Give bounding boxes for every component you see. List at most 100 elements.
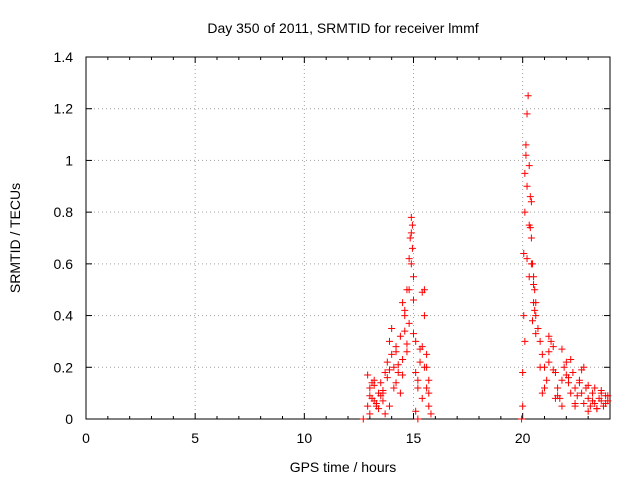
data-point (420, 312, 428, 320)
data-point (364, 371, 372, 379)
data-point (368, 379, 376, 387)
y-axis-label: SRMTID / TECUs (7, 183, 23, 293)
x-tick-label: 5 (191, 430, 199, 446)
data-point (536, 337, 544, 345)
data-point (558, 402, 566, 410)
data-point (418, 394, 426, 402)
data-point (604, 392, 612, 400)
data-point (536, 363, 544, 371)
data-point (519, 368, 527, 376)
data-point (565, 374, 573, 382)
data-point (427, 410, 435, 418)
data-point (545, 348, 553, 356)
data-point (571, 384, 579, 392)
data-point (522, 151, 530, 159)
data-point (584, 407, 592, 415)
y-tick-label: 0.8 (54, 204, 74, 220)
data-point (403, 348, 411, 356)
x-tick-label: 10 (297, 430, 313, 446)
data-point (405, 286, 413, 294)
data-point (392, 348, 400, 356)
data-point (370, 397, 378, 405)
data-point (396, 332, 404, 340)
data-point (408, 221, 416, 229)
data-point (416, 345, 424, 353)
data-point (420, 286, 428, 294)
x-tick-label: 15 (406, 430, 422, 446)
data-point (525, 273, 533, 281)
data-point (524, 92, 532, 100)
data-point (538, 350, 546, 358)
data-point (377, 392, 385, 400)
data-point (527, 234, 535, 242)
data-point (520, 250, 528, 258)
data-point (538, 389, 546, 397)
data-point (410, 296, 417, 304)
data-point (405, 319, 413, 327)
data-point (523, 255, 531, 263)
data-point (558, 376, 566, 384)
data-point (366, 410, 374, 418)
data-point (554, 384, 562, 392)
data-point (412, 337, 420, 345)
data-point (401, 327, 409, 335)
data-point (423, 363, 431, 371)
data-point (573, 392, 581, 400)
data-point (575, 376, 583, 384)
data-point (602, 399, 610, 407)
data-point (399, 299, 407, 307)
data-point (385, 366, 393, 374)
tick-labels: 0 5 10 15 20 0 0.2 0.4 0.6 0.8 1 1.2 1.4 (54, 49, 531, 446)
data-point (519, 402, 527, 410)
data-point (401, 306, 409, 314)
data-point (531, 286, 539, 294)
data-point (407, 260, 415, 268)
data-point (385, 402, 393, 410)
data-point (523, 110, 531, 118)
data-point (597, 397, 605, 405)
data-point (521, 208, 529, 216)
data-point (560, 363, 568, 371)
data-point (410, 273, 417, 281)
data-point (589, 389, 597, 397)
data-point (523, 182, 531, 190)
y-tick-label: 0.2 (54, 359, 74, 375)
x-tick-label: 20 (515, 430, 531, 446)
data-point (543, 376, 551, 384)
data-point (383, 358, 391, 366)
data-point (381, 368, 389, 376)
data-point (390, 384, 398, 392)
data-point (586, 402, 594, 410)
data-point (407, 229, 415, 237)
data-point (530, 281, 538, 289)
data-point (410, 330, 417, 338)
data-point (414, 376, 422, 384)
data-point (525, 162, 533, 170)
data-point (584, 381, 592, 389)
data-point (377, 379, 385, 387)
data-point (578, 389, 586, 397)
data-point (545, 332, 553, 340)
data-point (532, 330, 540, 338)
data-point (558, 345, 566, 353)
data-point (405, 255, 413, 263)
data-point (597, 389, 605, 397)
data-point (414, 415, 422, 423)
data-point (423, 384, 431, 392)
data-point (532, 312, 540, 320)
data-point (591, 384, 599, 392)
data-point (549, 343, 557, 351)
data-point (412, 368, 420, 376)
data-point (541, 384, 548, 392)
data-point (571, 402, 579, 410)
data-point (359, 415, 367, 423)
data-point (414, 384, 422, 392)
data-point (392, 379, 400, 387)
data-point (396, 389, 404, 397)
x-tick-label: 0 (82, 430, 90, 446)
data-point (388, 350, 396, 358)
data-point (366, 392, 374, 400)
data-point (567, 389, 575, 397)
